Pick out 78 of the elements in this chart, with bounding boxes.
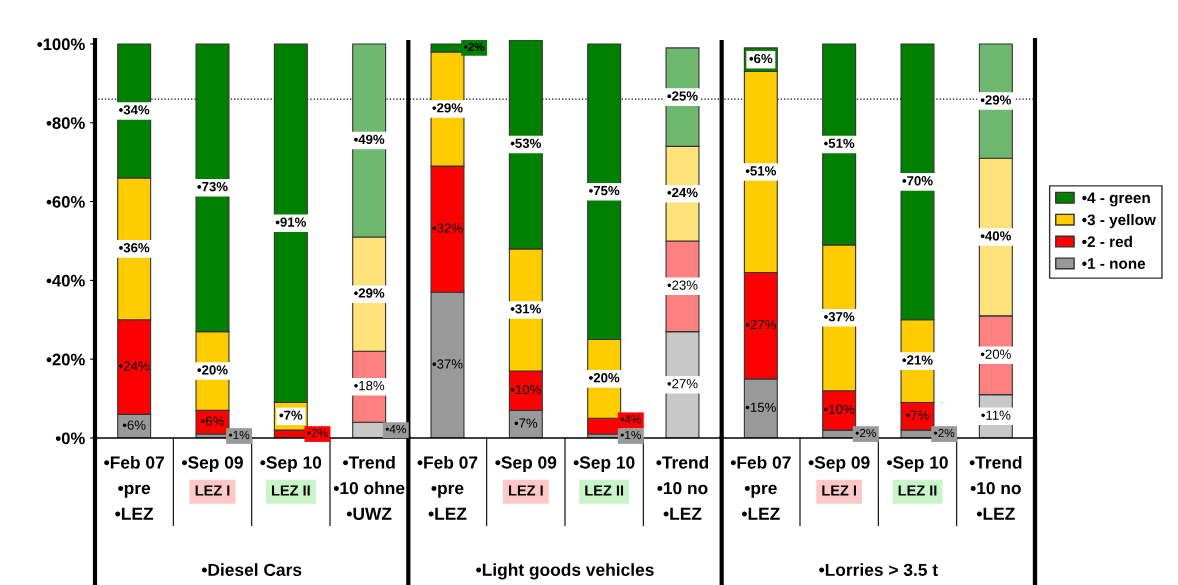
data-label: •20% [589,373,620,383]
data-label: •1% [620,430,641,440]
legend-label: •4 - green [1082,192,1150,207]
text: LEZ I [508,485,543,496]
data-label: •10% [510,384,541,395]
data-label: •24% [119,361,150,371]
data-label: •32% [432,223,463,233]
x-tick-label: •Trend •10 no •LEZ [656,455,709,520]
y-tick-label: •60% [46,195,85,208]
data-label: •37% [432,359,463,369]
data-label: •29% [354,288,385,298]
x-tick-label: •Feb 07 •pre •LEZ [104,455,164,520]
data-label: •2% [934,428,955,438]
text: •Lorries > 3.5 t [819,563,938,577]
data-label: •7% [906,410,929,420]
data-label: •25% [667,91,698,101]
data-label: •2% [463,42,485,52]
text: LEZ II [898,485,937,496]
y-tick-label: •80% [46,117,85,129]
data-label: •15% [745,402,776,412]
x-tick-label: •Sep 09 [808,456,870,473]
data-label: •73% [197,181,228,192]
data-label: •20% [197,365,228,375]
data-label: •31% [510,304,541,314]
x-tick-label: •Feb 07 •pre •LEZ [730,455,791,520]
data-label: •4% [620,415,641,424]
data-label: •36% [119,243,150,253]
data-label: •91% [275,217,306,227]
data-label: •29% [432,103,463,113]
legend-label: •1 - none [1082,258,1146,269]
text: •Diesel Cars [201,563,302,576]
data-label: •11% [981,410,1011,420]
x-tick-label: •Sep 09 [495,456,557,473]
data-label: •7% [514,418,538,428]
x-tick-label: •Trend •10 ohne •UWZ [333,455,405,520]
text: LEZ II [585,485,624,496]
legend-label: •2 - red [1082,235,1132,248]
data-label: •4% [385,424,406,434]
data-label: •18% [354,380,385,391]
data-label: •23% [667,280,698,290]
data-label: •75% [589,185,620,196]
legend-label: •3 - yellow [1082,213,1156,229]
data-label: •6% [122,420,146,430]
text: LEZ I [195,485,230,496]
x-tick-label: •Feb 07 •pre •LEZ [417,455,478,520]
data-label: •24% [667,187,698,198]
data-label: •27% [745,319,776,330]
data-label: •51% [824,138,855,148]
x-tick-label: •Sep 10 [887,456,948,473]
y-tick-label: •20% [46,353,85,366]
text: •Light goods vehicles [476,563,654,580]
x-tick-label: •Sep 10 [573,456,635,473]
data-label: •2% [307,428,328,438]
data-label: •70% [902,176,933,186]
data-label: •49% [354,134,385,145]
data-label: •6% [201,416,224,426]
y-tick-label: •0% [55,432,85,445]
data-label: •6% [749,53,773,64]
data-label: •27% [667,379,698,389]
data-label: •34% [119,105,150,115]
data-label: •51% [745,166,776,176]
x-tick-label: •Sep 10 [260,456,322,473]
data-label: •21% [902,355,933,365]
data-label: •10% [824,404,855,414]
data-label: •40% [980,231,1011,241]
data-label: •1% [229,430,250,440]
text: LEZ II [271,485,310,496]
y-tick-label: •100% [37,38,85,51]
text: LEZ I [822,485,857,496]
x-tick-label: •Sep 09 [182,456,243,473]
data-label: •29% [980,95,1011,105]
data-label: •2% [855,428,876,438]
data-label: •53% [510,138,541,148]
data-label: •20% [980,349,1011,359]
x-tick-label: •Trend •10 no •LEZ [969,455,1022,520]
data-label: •7% [279,410,303,420]
data-label: •37% [824,312,855,322]
y-tick-label: •40% [46,274,85,287]
